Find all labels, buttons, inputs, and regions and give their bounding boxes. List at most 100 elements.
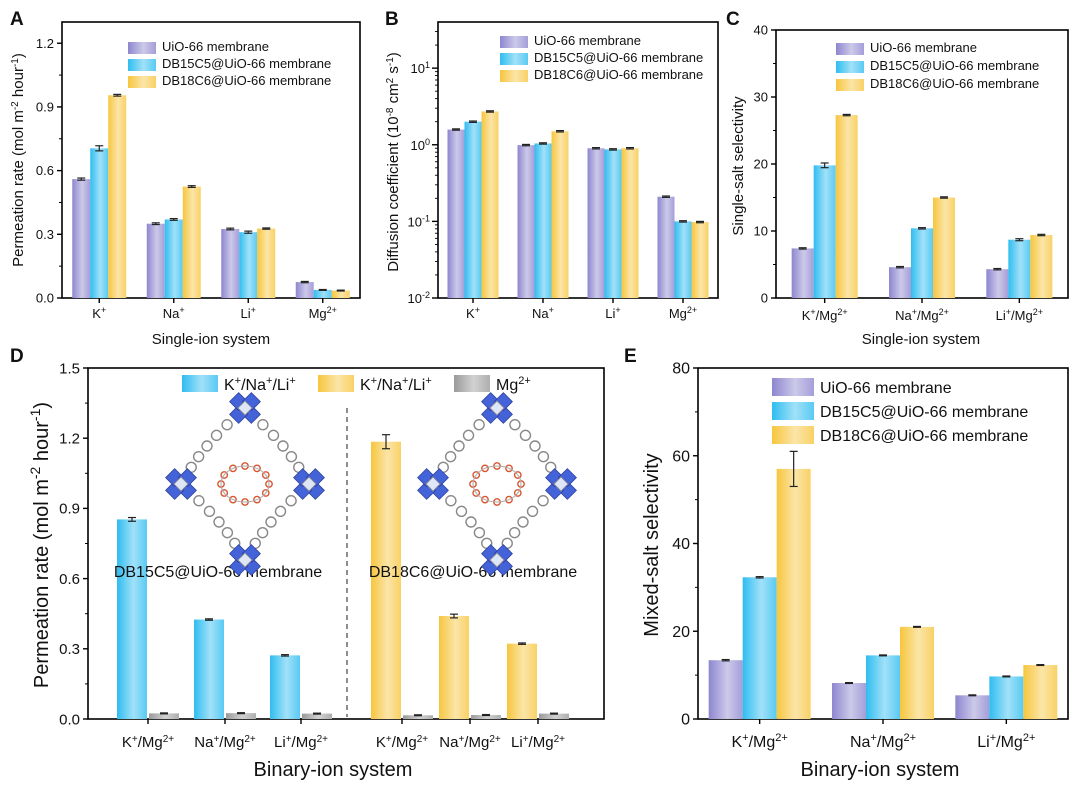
panel-C-ylabel: Single-salt selectivity <box>730 96 747 236</box>
panel-E-ylabel: Mixed-salt selectivity <box>641 453 663 636</box>
crown-ether-atom <box>481 464 489 473</box>
zr-core <box>425 476 441 492</box>
crown-ether-atom <box>229 495 237 504</box>
linker-ring <box>203 505 216 518</box>
panel-A-bar <box>221 229 240 298</box>
panel-C-bar <box>986 269 1009 298</box>
panel-C-xtick-label: Li+/Mg2+ <box>996 307 1043 323</box>
panel-A-xtick-label: Li+ <box>241 305 256 321</box>
linker-ring <box>193 495 205 507</box>
panel-B-bar <box>587 148 605 298</box>
panel-D-legend-swatch <box>182 375 218 392</box>
panel-B-bar <box>674 221 692 298</box>
panel-A-frame <box>61 21 361 299</box>
linker-ring <box>201 440 213 452</box>
linker-ring <box>529 440 541 452</box>
panel-A-legend-label: DB15C5@UiO-66 membrane <box>162 56 331 71</box>
panel-D-ytick-label: 1.5 <box>59 360 80 377</box>
linker-ring <box>508 526 521 539</box>
zr-core <box>237 400 253 416</box>
panel-D-bar <box>371 441 401 719</box>
panel-D-mg-bar <box>539 713 569 719</box>
panel-D-legend-label: K+/Na+/Li+ <box>360 375 432 394</box>
panel-A-letter: A <box>10 9 24 30</box>
linker-ring <box>509 419 521 431</box>
panel-A-bar <box>331 290 350 298</box>
panel-D-bar <box>194 619 224 719</box>
panel-E-xtick-label: Li+/Mg2+ <box>977 732 1035 751</box>
panel-C-legend-swatch <box>836 79 864 91</box>
linker-ring <box>444 450 457 463</box>
linker-ring <box>257 419 269 431</box>
panel-B-bar <box>551 131 569 298</box>
panel-B-ylabel: Diffusion coefficient (10-8 cm2 s-1) <box>385 52 403 272</box>
panel-A-bar <box>295 282 314 298</box>
panel-B-legend-swatch <box>500 53 528 65</box>
panel-D-legend-label: Mg2+ <box>496 375 531 394</box>
crown-ether-atom <box>220 489 229 497</box>
panel-A-ytick-label: 0.0 <box>36 291 54 306</box>
panel-B-bar <box>464 121 482 298</box>
panel-C-bar <box>889 267 911 298</box>
panel-E-ytick-label: 20 <box>672 624 690 641</box>
panel-A-bar <box>90 148 109 298</box>
panel-D-ytick-label: 1.2 <box>59 430 80 447</box>
panel-C-ytick-label: 30 <box>754 90 768 105</box>
panel-C-legend-label: UiO-66 membrane <box>870 40 977 55</box>
linker-ring <box>455 505 468 518</box>
panel-C-bar <box>1030 235 1053 298</box>
crown-ether-atom <box>505 495 513 504</box>
panel-C-ytick-label: 0 <box>761 291 768 306</box>
linker-ring <box>256 526 269 539</box>
panel-B-bar <box>691 222 709 298</box>
zr-core <box>237 552 253 568</box>
panel-B-legend-swatch <box>500 70 528 82</box>
panel-B-xtick-label: Na+ <box>532 305 554 321</box>
panel-A-bar <box>72 179 91 298</box>
panel-C-ytick-label: 10 <box>754 224 768 239</box>
panel-A-ytick-label: 0.6 <box>36 163 54 178</box>
panel-A-legend-swatch <box>128 42 156 54</box>
panel-A-xtick-label: Na+ <box>163 305 185 321</box>
linker-ring <box>277 440 289 452</box>
panel-C-bar <box>813 165 836 298</box>
panel-B-bar <box>481 111 499 299</box>
panel-D-bar <box>117 519 147 719</box>
panel-C-legend-swatch <box>836 43 864 55</box>
zr-core <box>173 476 189 492</box>
panel-C-bar <box>835 115 858 298</box>
panel-B-bar <box>621 148 639 298</box>
linker-ring <box>473 419 485 431</box>
panel-A-ytick-label: 0.3 <box>36 227 54 242</box>
panel-D-legend-swatch <box>454 375 490 392</box>
panel-D-legend-swatch <box>318 375 354 392</box>
panel-C-bar <box>911 228 933 298</box>
panel-C-ytick-label: 20 <box>754 157 768 172</box>
crown-ether-atom <box>513 471 522 479</box>
panel-E-legend-label: DB18C6@UiO-66 membrane <box>820 428 1028 445</box>
panel-D-mg-bar <box>226 713 256 719</box>
panel-A-ytick-label: 0.9 <box>36 99 54 114</box>
linker-ring <box>274 505 287 518</box>
panel-B-legend-label: UiO-66 membrane <box>534 33 641 48</box>
panel-B-ytick-label: 10-2 <box>408 290 430 306</box>
linker-ring <box>473 526 486 539</box>
linker-ring <box>465 516 477 528</box>
linker-ring <box>537 450 550 463</box>
linker-ring <box>445 495 457 507</box>
panel-D-mg-bar <box>149 713 179 719</box>
panel-A-bar <box>146 223 165 298</box>
panel-A-bar <box>164 219 183 298</box>
panel-E-bar <box>900 626 934 719</box>
linker-ring <box>210 429 223 442</box>
panel-C-xtick-label: Na+/Mg2+ <box>895 307 949 323</box>
panel-E-legend-swatch <box>772 402 814 420</box>
panel-B-bar <box>604 149 622 298</box>
linker-ring <box>267 429 280 442</box>
panel-E-bar <box>989 676 1024 719</box>
panel-D-legend-label: K+/Na+/Li+ <box>224 375 296 394</box>
panel-C-legend-label: DB18C6@UiO-66 membrane <box>870 76 1039 91</box>
panel-E-bar <box>742 577 777 719</box>
panel-D-xtick-label: K+/Mg2+ <box>122 734 174 752</box>
panel-B-legend-label: DB15C5@UiO-66 membrane <box>534 50 703 65</box>
